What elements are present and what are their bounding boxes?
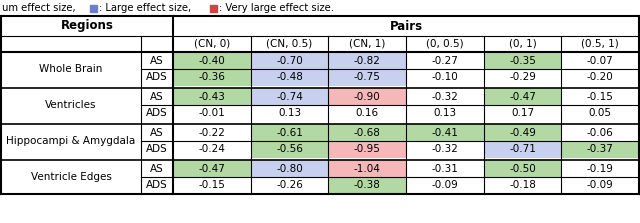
Text: -0.10: -0.10	[431, 72, 458, 83]
Text: -0.20: -0.20	[587, 72, 614, 83]
Bar	[328, 177, 406, 194]
Text: (0, 0.5): (0, 0.5)	[426, 39, 463, 49]
Text: -0.50: -0.50	[509, 163, 536, 173]
Text: -0.26: -0.26	[276, 180, 303, 190]
Text: Whole Brain: Whole Brain	[39, 64, 102, 74]
Text: -0.01: -0.01	[198, 109, 225, 118]
Bar	[406, 124, 484, 141]
Text: (CN, 1): (CN, 1)	[349, 39, 385, 49]
Text: (0, 1): (0, 1)	[509, 39, 536, 49]
Text: -0.06: -0.06	[587, 128, 614, 138]
Text: : Very large effect size.: : Very large effect size.	[219, 3, 334, 13]
Text: ADS: ADS	[146, 109, 168, 118]
Text: -0.74: -0.74	[276, 91, 303, 101]
Text: (CN, 0): (CN, 0)	[194, 39, 230, 49]
Text: -0.56: -0.56	[276, 145, 303, 155]
Text: AS: AS	[150, 163, 164, 173]
Bar	[251, 69, 328, 86]
Text: -0.61: -0.61	[276, 128, 303, 138]
Text: -0.47: -0.47	[509, 91, 536, 101]
Text: -0.36: -0.36	[198, 72, 225, 83]
Bar	[328, 88, 406, 105]
Bar	[173, 88, 251, 105]
Bar	[173, 69, 251, 86]
Text: Ventricles: Ventricles	[45, 100, 97, 110]
Bar	[484, 141, 561, 158]
Bar	[251, 52, 328, 69]
Text: AS: AS	[150, 128, 164, 138]
Text: -0.43: -0.43	[198, 91, 225, 101]
Bar	[173, 52, 251, 69]
Text: -0.49: -0.49	[509, 128, 536, 138]
Bar	[251, 124, 328, 141]
Text: ADS: ADS	[146, 72, 168, 83]
Text: -0.18: -0.18	[509, 180, 536, 190]
Text: -0.35: -0.35	[509, 56, 536, 66]
Text: -0.32: -0.32	[431, 91, 458, 101]
Text: (CN, 0.5): (CN, 0.5)	[266, 39, 312, 49]
Text: -0.70: -0.70	[276, 56, 303, 66]
Text: -0.24: -0.24	[198, 145, 225, 155]
Text: -0.48: -0.48	[276, 72, 303, 83]
Bar	[328, 69, 406, 86]
Text: 0.13: 0.13	[278, 109, 301, 118]
Text: -0.68: -0.68	[354, 128, 381, 138]
Text: AS: AS	[150, 91, 164, 101]
Text: -0.22: -0.22	[198, 128, 225, 138]
Text: -0.75: -0.75	[354, 72, 381, 83]
Bar	[210, 4, 217, 12]
Text: -0.40: -0.40	[198, 56, 225, 66]
Bar	[173, 160, 251, 177]
Text: Ventricle Edges: Ventricle Edges	[31, 172, 111, 182]
Text: -0.80: -0.80	[276, 163, 303, 173]
Text: 0.05: 0.05	[589, 109, 612, 118]
Bar	[251, 88, 328, 105]
Text: -0.31: -0.31	[431, 163, 458, 173]
Text: -0.19: -0.19	[587, 163, 614, 173]
Bar	[484, 52, 561, 69]
Text: um effect size,: um effect size,	[2, 3, 76, 13]
Text: -1.04: -1.04	[354, 163, 381, 173]
Text: -0.29: -0.29	[509, 72, 536, 83]
Text: -0.37: -0.37	[587, 145, 614, 155]
Text: -0.09: -0.09	[587, 180, 614, 190]
Bar	[90, 4, 97, 12]
Bar	[484, 160, 561, 177]
Text: AS: AS	[150, 56, 164, 66]
Text: -0.95: -0.95	[354, 145, 381, 155]
Text: -0.41: -0.41	[431, 128, 458, 138]
Bar	[251, 141, 328, 158]
Text: ADS: ADS	[146, 145, 168, 155]
Text: 0.13: 0.13	[433, 109, 456, 118]
Bar	[561, 141, 639, 158]
Bar	[328, 160, 406, 177]
Text: ADS: ADS	[146, 180, 168, 190]
Text: (0.5, 1): (0.5, 1)	[581, 39, 619, 49]
Text: : Large effect size,: : Large effect size,	[99, 3, 191, 13]
Text: -0.32: -0.32	[431, 145, 458, 155]
Bar	[251, 160, 328, 177]
Text: -0.90: -0.90	[354, 91, 381, 101]
Text: -0.71: -0.71	[509, 145, 536, 155]
Text: Hippocampi & Amygdala: Hippocampi & Amygdala	[6, 136, 136, 146]
Text: -0.27: -0.27	[431, 56, 458, 66]
Text: -0.15: -0.15	[587, 91, 614, 101]
Text: -0.47: -0.47	[198, 163, 225, 173]
Bar	[484, 88, 561, 105]
Text: Regions: Regions	[61, 19, 113, 33]
Text: -0.09: -0.09	[431, 180, 458, 190]
Bar	[328, 141, 406, 158]
Text: -0.07: -0.07	[587, 56, 614, 66]
Text: 0.17: 0.17	[511, 109, 534, 118]
Bar	[328, 52, 406, 69]
Bar	[328, 124, 406, 141]
Text: -0.82: -0.82	[354, 56, 381, 66]
Text: 0.16: 0.16	[356, 109, 379, 118]
Text: -0.38: -0.38	[354, 180, 381, 190]
Text: -0.15: -0.15	[198, 180, 225, 190]
Text: Pairs: Pairs	[389, 19, 422, 33]
Bar	[484, 124, 561, 141]
